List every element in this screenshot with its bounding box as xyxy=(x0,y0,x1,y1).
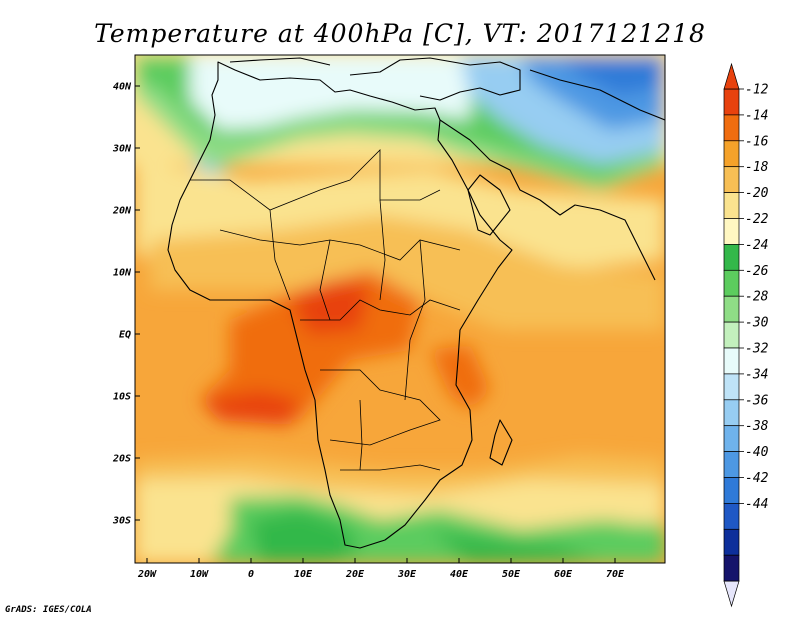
colorbar-swatch xyxy=(723,554,740,582)
colorbar-swatch xyxy=(723,477,740,504)
colorbar-label: -24 xyxy=(745,238,768,253)
colorbar: -12 -14 -16 -18 -20 -22 -24 -26 -28 -30 -32 -34 -36 -… xyxy=(723,62,769,608)
colorbar-label: -28 xyxy=(745,290,769,305)
colorbar-label: -26 xyxy=(745,264,769,279)
x-axis: 20W 10W 0 10E 20E 30E 40E 50E 60E 70E xyxy=(137,558,625,580)
credit-label: GrADS: IGES/COLA xyxy=(5,605,92,615)
colorbar-label: -22 xyxy=(745,212,769,227)
coastlines xyxy=(167,57,665,549)
y-tick-label: EQ xyxy=(119,330,131,341)
colorbar-swatch xyxy=(723,269,740,297)
colorbar-swatch xyxy=(723,140,740,168)
colorbar-swatch xyxy=(723,528,740,556)
x-tick-label: 50E xyxy=(502,569,521,580)
colorbar-swatch xyxy=(723,166,740,193)
country-borders xyxy=(190,149,461,471)
y-axis: 40N 30N 20N 10N EQ 10S 20S 30S xyxy=(112,82,140,527)
colorbar-label: -32 xyxy=(745,342,769,357)
y-tick-label: 30N xyxy=(112,144,132,155)
map-area xyxy=(135,55,665,563)
colorbar-swatch xyxy=(723,295,740,323)
y-tick-label: 10S xyxy=(113,392,131,403)
colorbar-label: -30 xyxy=(745,316,769,331)
colorbar-label: -14 xyxy=(745,108,768,123)
colorbar-label: -44 xyxy=(745,497,768,512)
y-tick-label: 20S xyxy=(112,454,131,465)
colorbar-label: -12 xyxy=(745,83,769,98)
x-tick-label: 40E xyxy=(450,569,469,580)
colorbar-swatch xyxy=(723,503,740,530)
colorbar-swatch xyxy=(723,399,740,427)
colorbar-label: -42 xyxy=(745,471,769,486)
colorbar-label: -34 xyxy=(745,367,768,382)
colorbar-label: -18 xyxy=(745,160,769,175)
colorbar-swatch xyxy=(723,347,740,375)
colorbar-swatch xyxy=(723,373,740,401)
colorbar-swatch xyxy=(723,244,740,271)
x-tick-label: 20E xyxy=(345,569,365,580)
x-tick-label: 60E xyxy=(554,569,573,580)
y-tick-label: 20N xyxy=(112,206,132,217)
x-tick-label: 70E xyxy=(606,569,625,580)
colorbar-label: -40 xyxy=(745,445,769,460)
colorbar-label: -20 xyxy=(745,186,769,201)
colorbar-swatch xyxy=(723,88,740,116)
map-title: Temperature at 400hPa [C], VT: 201712121… xyxy=(94,19,706,48)
y-tick-label: 30S xyxy=(112,516,131,527)
temperature-field xyxy=(135,55,665,563)
colorbar-label: -38 xyxy=(745,419,769,434)
y-tick-label: 10N xyxy=(113,268,132,279)
colorbar-bottom-arrow xyxy=(723,580,740,608)
x-tick-label: 10W xyxy=(190,569,209,580)
colorbar-swatch xyxy=(723,218,740,245)
colorbar-label: -16 xyxy=(745,134,769,149)
x-tick-label: 0 xyxy=(248,569,254,580)
colorbar-swatch xyxy=(723,114,740,142)
y-tick-label: 40N xyxy=(113,82,132,93)
colorbar-label: -36 xyxy=(745,393,769,408)
colorbar-swatch xyxy=(723,425,740,452)
colorbar-swatch xyxy=(723,321,740,349)
x-tick-label: 30E xyxy=(397,569,417,580)
map-frame xyxy=(134,54,666,564)
colorbar-swatch xyxy=(723,192,740,219)
colorbar-swatch xyxy=(723,451,740,478)
colorbar-top-arrow xyxy=(723,62,740,90)
x-tick-label: 10E xyxy=(294,569,313,580)
x-tick-label: 20W xyxy=(137,569,157,580)
